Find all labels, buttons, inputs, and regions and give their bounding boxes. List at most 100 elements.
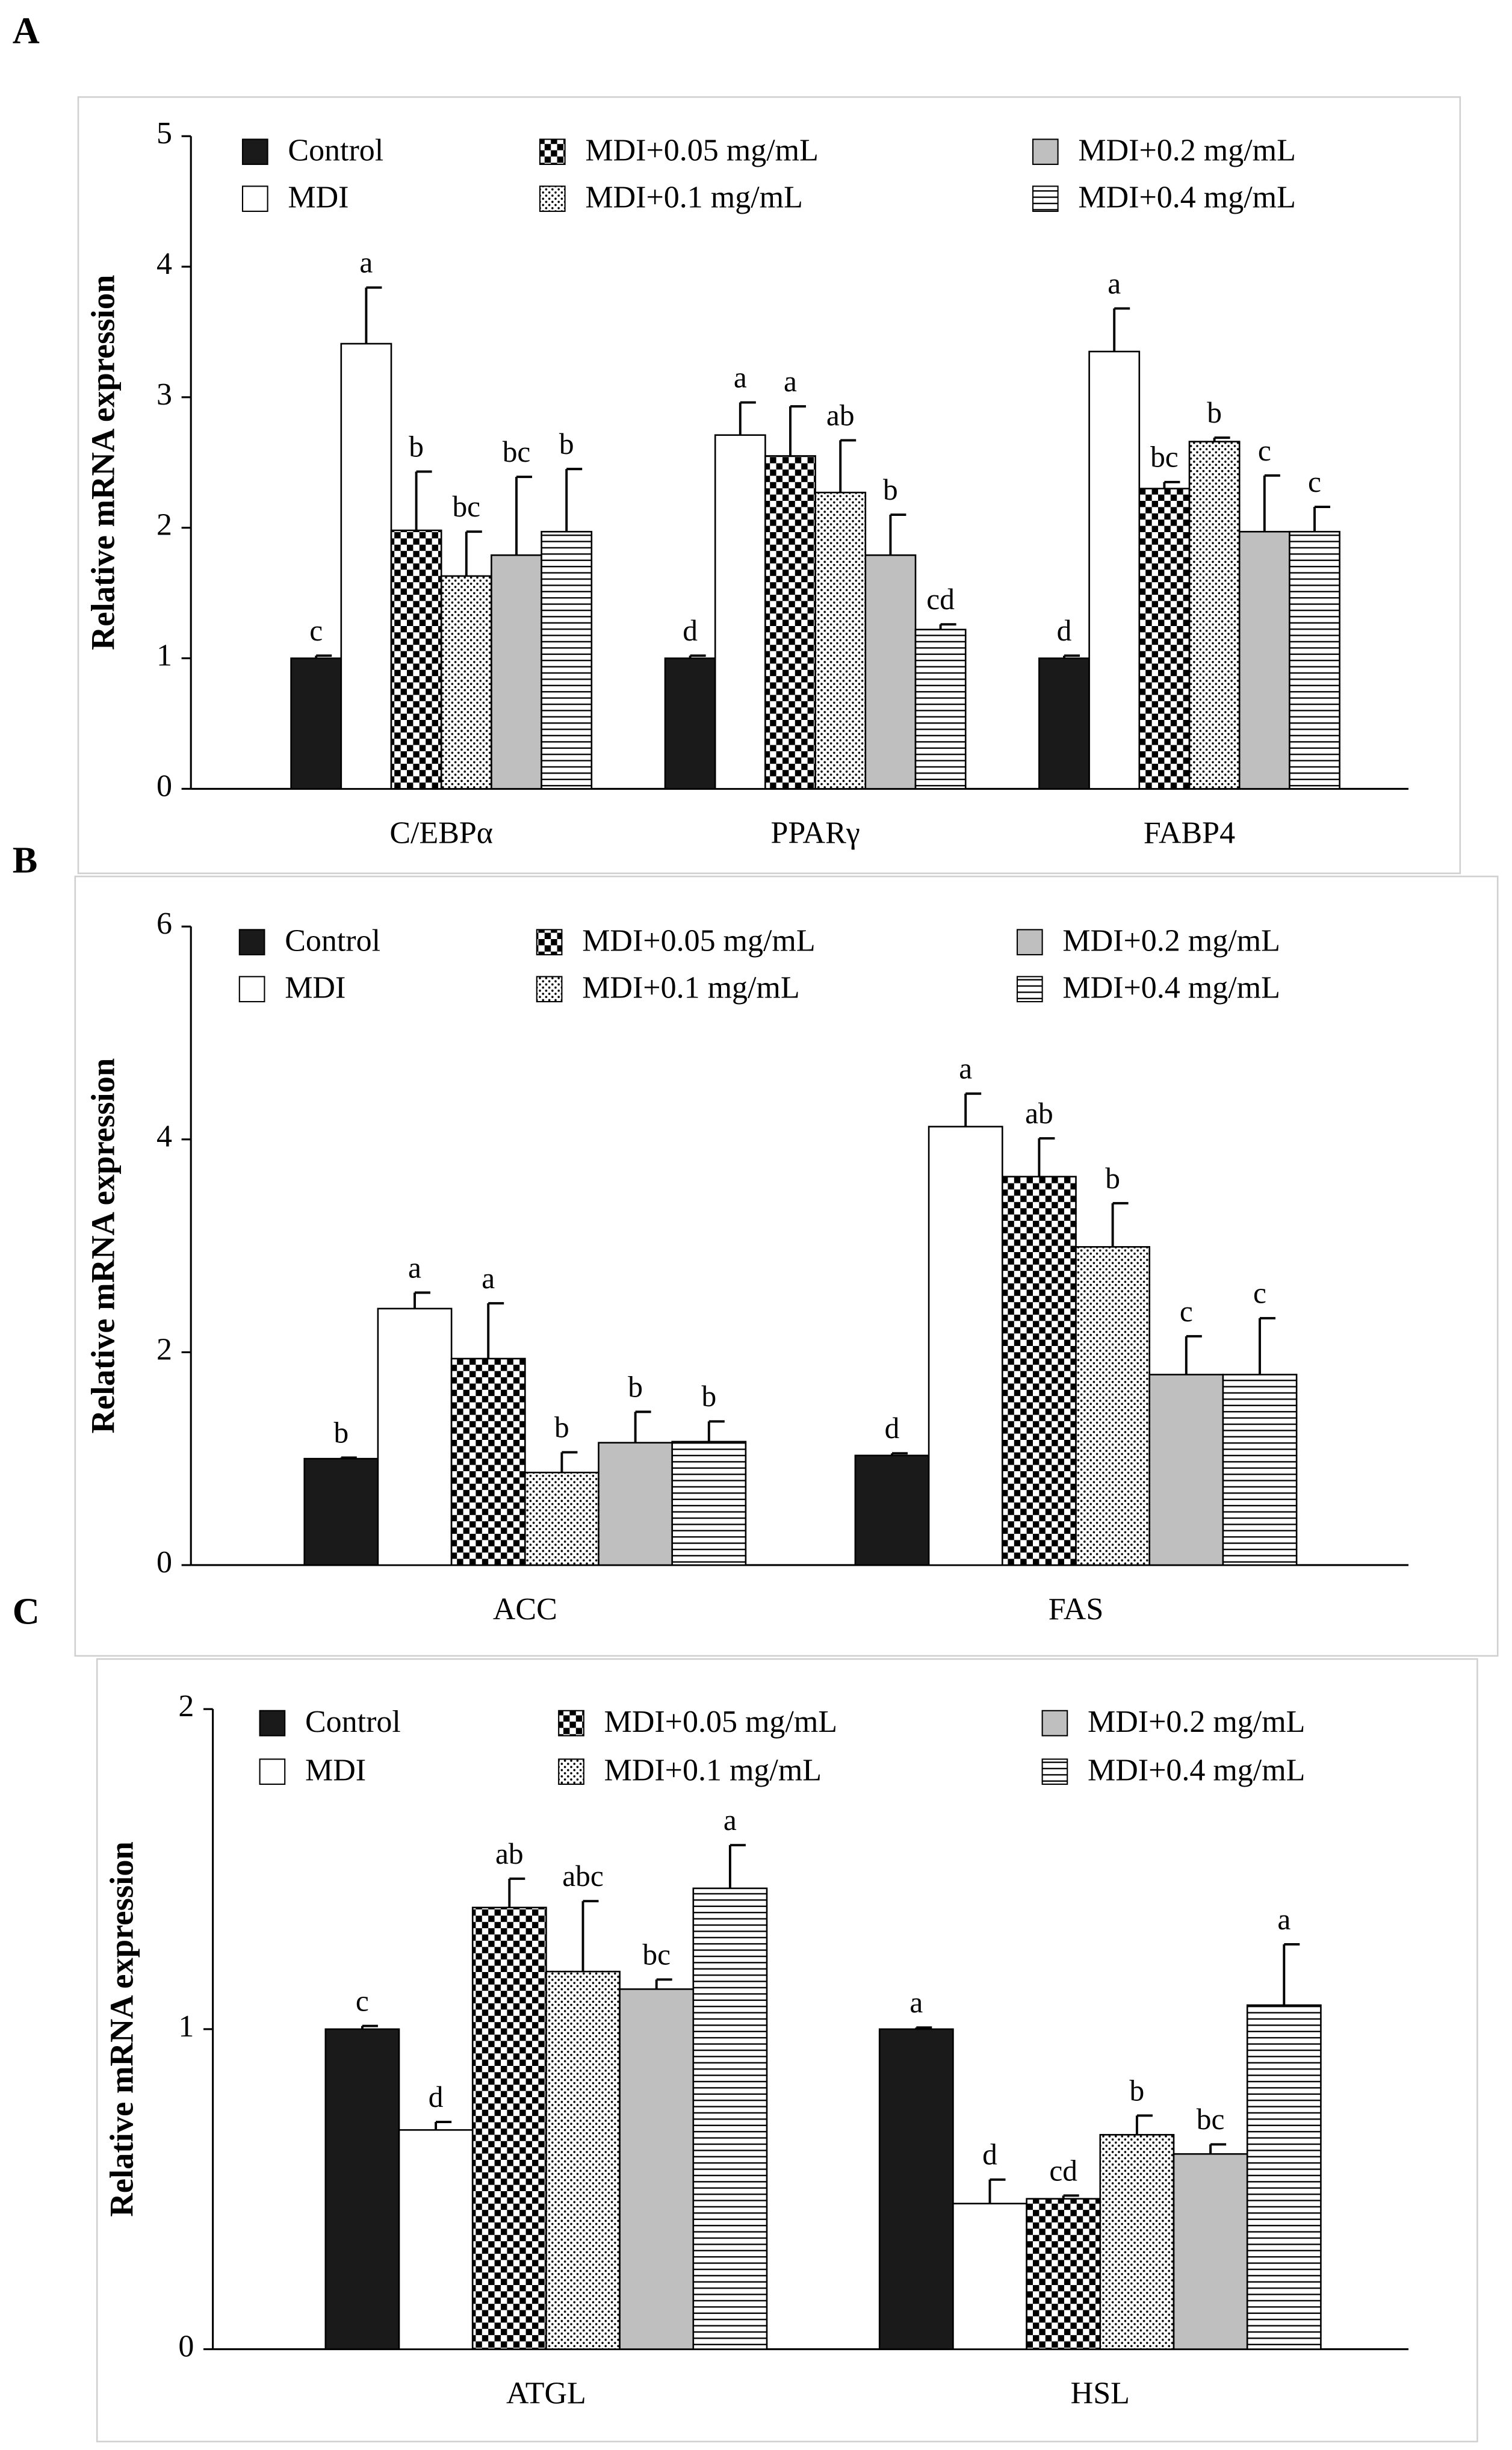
- x-tick-label: C/EBPα: [389, 816, 493, 850]
- x-tick-label: ACC: [493, 1592, 557, 1627]
- bar: [598, 1442, 674, 1566]
- y-tick-label: 0: [156, 769, 172, 803]
- significance-letter: bc: [503, 435, 531, 468]
- significance-letter: d: [683, 614, 698, 647]
- legend-label: MDI+0.1 mg/mL: [582, 971, 799, 1005]
- bar: [1002, 1176, 1077, 1566]
- y-tick-label: 1: [156, 638, 172, 672]
- significance-letter: a: [408, 1251, 421, 1284]
- legend-label: MDI+0.1 mg/mL: [585, 181, 802, 215]
- significance-letter: c: [1308, 465, 1321, 498]
- significance-letter: b: [554, 1410, 569, 1444]
- legend-label: MDI+0.2 mg/mL: [1078, 134, 1295, 168]
- y-tick-label: 6: [156, 907, 172, 941]
- legend-swatch: [241, 138, 268, 166]
- bar: [671, 1441, 747, 1566]
- legend-swatch: [1041, 1710, 1068, 1737]
- bar: [854, 1454, 930, 1566]
- significance-letter: b: [333, 1416, 349, 1449]
- bar: [864, 554, 917, 790]
- bar: [450, 1357, 526, 1566]
- legend-label: MDI: [285, 971, 345, 1005]
- legend-label: MDI+0.05 mg/mL: [585, 134, 818, 168]
- legend-label: Control: [305, 1705, 401, 1739]
- bar: [878, 2028, 954, 2350]
- bar: [491, 554, 542, 790]
- significance-letter: c: [1258, 434, 1271, 467]
- x-tick-label: HSL: [1071, 2376, 1130, 2410]
- bar: [1138, 488, 1191, 790]
- bar: [1222, 1374, 1298, 1566]
- significance-letter: a: [784, 365, 797, 398]
- significance-letter: b: [1130, 2074, 1145, 2107]
- bar: [541, 530, 593, 790]
- significance-letter: a: [482, 1262, 495, 1295]
- y-tick-label: 3: [156, 377, 172, 412]
- legend-swatch: [539, 138, 566, 166]
- significance-letter: bc: [452, 490, 480, 523]
- legend-label: Control: [288, 134, 383, 168]
- bar: [952, 2203, 1027, 2350]
- significance-letter: b: [409, 430, 424, 463]
- legend-swatch: [558, 1710, 584, 1737]
- significance-letter: b: [559, 427, 574, 461]
- legend-label: MDI+0.2 mg/mL: [1088, 1705, 1305, 1739]
- bar: [1026, 2198, 1101, 2350]
- significance-letter: c: [309, 614, 323, 647]
- panel-frame: [96, 1658, 1478, 2443]
- significance-letter: abc: [562, 1859, 604, 1893]
- y-tick-label: 2: [178, 1689, 194, 1723]
- significance-letter: ab: [495, 1837, 524, 1870]
- x-tick-label: FAS: [1049, 1592, 1104, 1627]
- significance-letter: a: [734, 361, 747, 394]
- bar: [1099, 2134, 1175, 2350]
- panel-frame: [74, 875, 1499, 1657]
- significance-letter: a: [959, 1052, 972, 1085]
- legend-swatch: [1041, 1758, 1068, 1785]
- legend-label: MDI+0.2 mg/mL: [1062, 924, 1280, 958]
- significance-letter: a: [723, 1803, 737, 1837]
- legend-swatch: [259, 1710, 286, 1737]
- bar: [1246, 2004, 1322, 2350]
- bar: [524, 1471, 600, 1566]
- bar: [390, 529, 442, 790]
- significance-letter: a: [359, 246, 373, 279]
- bar: [1289, 530, 1340, 790]
- bar: [1238, 530, 1290, 790]
- bar: [664, 657, 716, 790]
- bar: [764, 455, 816, 790]
- significance-letter: c: [1180, 1295, 1193, 1328]
- bar: [377, 1307, 453, 1566]
- bar: [1075, 1246, 1151, 1566]
- significance-letter: c: [356, 1984, 369, 2017]
- significance-letter: b: [628, 1370, 643, 1403]
- significance-letter: b: [1105, 1162, 1120, 1195]
- legend-label: MDI+0.4 mg/mL: [1088, 1754, 1305, 1788]
- significance-letter: bc: [1197, 2103, 1225, 2136]
- bar: [928, 1126, 1003, 1566]
- legend-label: Control: [285, 924, 380, 958]
- bar: [290, 657, 342, 790]
- legend-swatch: [558, 1758, 584, 1785]
- bar: [440, 575, 492, 790]
- significance-letter: ab: [1025, 1097, 1053, 1130]
- y-tick-label: 1: [178, 2009, 194, 2044]
- bar: [1148, 1374, 1224, 1566]
- bar: [1088, 350, 1141, 790]
- significance-letter: bc: [1150, 441, 1179, 474]
- bar: [692, 1887, 768, 2350]
- legend-swatch: [1032, 185, 1059, 212]
- legend-label: MDI: [305, 1754, 366, 1788]
- y-axis-label: Relative mRNA expression: [104, 1841, 140, 2217]
- significance-letter: bc: [642, 1938, 671, 1971]
- significance-letter: cd: [926, 583, 955, 616]
- y-tick-label: 4: [156, 1120, 172, 1154]
- panel-frame: [77, 96, 1461, 875]
- legend-swatch: [1032, 138, 1059, 166]
- legend-label: MDI: [288, 181, 349, 215]
- y-tick-label: 0: [178, 2329, 194, 2363]
- legend-label: MDI+0.05 mg/mL: [604, 1705, 837, 1739]
- y-axis-label: Relative mRNA expression: [84, 1058, 121, 1434]
